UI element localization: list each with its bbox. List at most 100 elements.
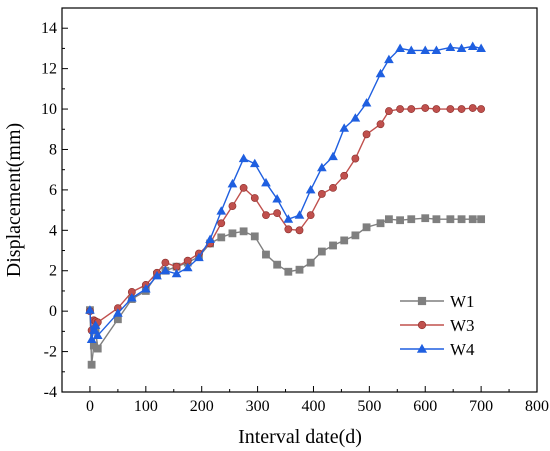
data-point-marker: [384, 54, 394, 64]
legend: W1 W3 W4: [400, 292, 475, 359]
axes: 0 100 200 300 400 500 600 700 800 -4 -2 0 2 4 6 8 10 12 14: [41, 20, 549, 415]
data-point-marker: [182, 262, 193, 272]
y-tick-label: 10: [41, 101, 57, 118]
x-tick-label: 500: [357, 398, 381, 415]
data-point-marker: [350, 113, 361, 122]
data-point-marker: [273, 209, 282, 218]
legend-item-w4: W4: [400, 340, 475, 359]
data-point-marker: [85, 305, 95, 314]
data-point-marker: [385, 107, 393, 115]
x-tick-label: 100: [134, 398, 158, 415]
data-point-marker: [262, 211, 270, 220]
data-point-marker: [89, 325, 99, 334]
data-point-marker: [376, 120, 385, 129]
data-point-marker: [238, 153, 249, 163]
data-point-marker: [160, 265, 171, 275]
data-point-marker: [272, 194, 282, 203]
data-point-marker: [340, 236, 349, 245]
data-point-marker: [376, 219, 385, 228]
legend-label: W3: [450, 316, 475, 335]
data-point-marker: [446, 105, 455, 113]
x-tick-label: 0: [86, 398, 94, 415]
data-point-marker: [228, 229, 237, 238]
y-tick-label: 14: [41, 20, 57, 37]
data-point-marker: [339, 123, 350, 132]
plot-frame: [61, 7, 538, 393]
data-point-marker: [456, 43, 467, 52]
legend-item-w1: W1: [400, 292, 475, 311]
data-point-marker: [228, 202, 237, 210]
data-point-marker: [127, 293, 137, 302]
data-point-marker: [239, 227, 248, 236]
x-tick-label: 800: [525, 398, 549, 415]
x-tick-label: 400: [301, 398, 325, 415]
data-point-marker: [294, 210, 305, 219]
data-point-marker: [87, 360, 96, 369]
data-point-marker: [90, 320, 101, 329]
data-point-marker: [217, 233, 226, 242]
data-point-marker: [93, 344, 102, 353]
data-point-marker: [421, 214, 430, 223]
data-point-marker: [217, 219, 226, 228]
data-point-marker: [351, 154, 360, 163]
data-point-marker: [385, 215, 393, 224]
x-tick-label: 600: [413, 398, 437, 415]
data-point-marker: [395, 43, 405, 52]
data-point-marker: [250, 232, 259, 241]
data-point-marker: [375, 68, 386, 78]
series-w4: [85, 41, 486, 343]
data-point-marker: [396, 216, 404, 225]
y-tick-label: 2: [49, 263, 57, 280]
data-point-marker: [205, 234, 215, 243]
data-point-marker: [417, 320, 427, 330]
data-point-marker: [417, 296, 427, 306]
data-point-marker: [407, 105, 416, 113]
data-point-marker: [457, 105, 466, 113]
y-axis-title: Displacement(mm): [3, 123, 25, 277]
data-point-marker: [113, 308, 123, 317]
data-point-marker: [171, 268, 182, 278]
data-point-marker: [262, 250, 270, 259]
data-point-marker: [329, 183, 337, 192]
y-tick-label: -4: [44, 384, 57, 401]
data-point-marker: [249, 158, 260, 168]
legend-label: W4: [450, 340, 475, 359]
data-point-marker: [416, 343, 428, 353]
series-line: [89, 45, 482, 340]
data-point-marker: [273, 260, 282, 269]
data-point-marker: [421, 104, 430, 112]
data-point-marker: [92, 330, 103, 339]
data-point-marker: [362, 223, 371, 232]
x-tick-label: 700: [469, 398, 493, 415]
data-point-marker: [227, 178, 238, 188]
x-axis-title: Interval date(d): [238, 426, 362, 448]
data-point-marker: [329, 241, 337, 250]
data-point-marker: [431, 45, 442, 54]
y-tick-label: 4: [49, 222, 57, 239]
data-point-marker: [432, 215, 441, 224]
data-point-marker: [351, 231, 360, 240]
x-tick-label: 300: [246, 398, 270, 415]
data-point-marker: [420, 45, 431, 54]
data-point-marker: [407, 215, 416, 224]
data-point-marker: [396, 105, 404, 113]
data-point-marker: [284, 225, 293, 234]
y-tick-label: 12: [41, 61, 57, 78]
data-point-marker: [477, 215, 486, 224]
legend-item-w3: W3: [400, 316, 475, 335]
data-point-marker: [477, 105, 486, 113]
data-point-marker: [317, 162, 327, 172]
data-point-marker: [306, 258, 315, 267]
data-point-marker: [295, 226, 304, 235]
y-tick-label: 6: [49, 182, 57, 199]
data-point-marker: [361, 98, 372, 107]
data-point-marker: [261, 177, 271, 187]
data-point-marker: [446, 215, 455, 224]
data-point-marker: [445, 42, 456, 51]
data-point-marker: [328, 151, 338, 161]
data-point-marker: [468, 104, 477, 112]
data-point-marker: [406, 45, 417, 54]
data-point-marker: [317, 247, 326, 256]
x-tick-label: 200: [190, 398, 214, 415]
legend-label: W1: [450, 292, 475, 311]
